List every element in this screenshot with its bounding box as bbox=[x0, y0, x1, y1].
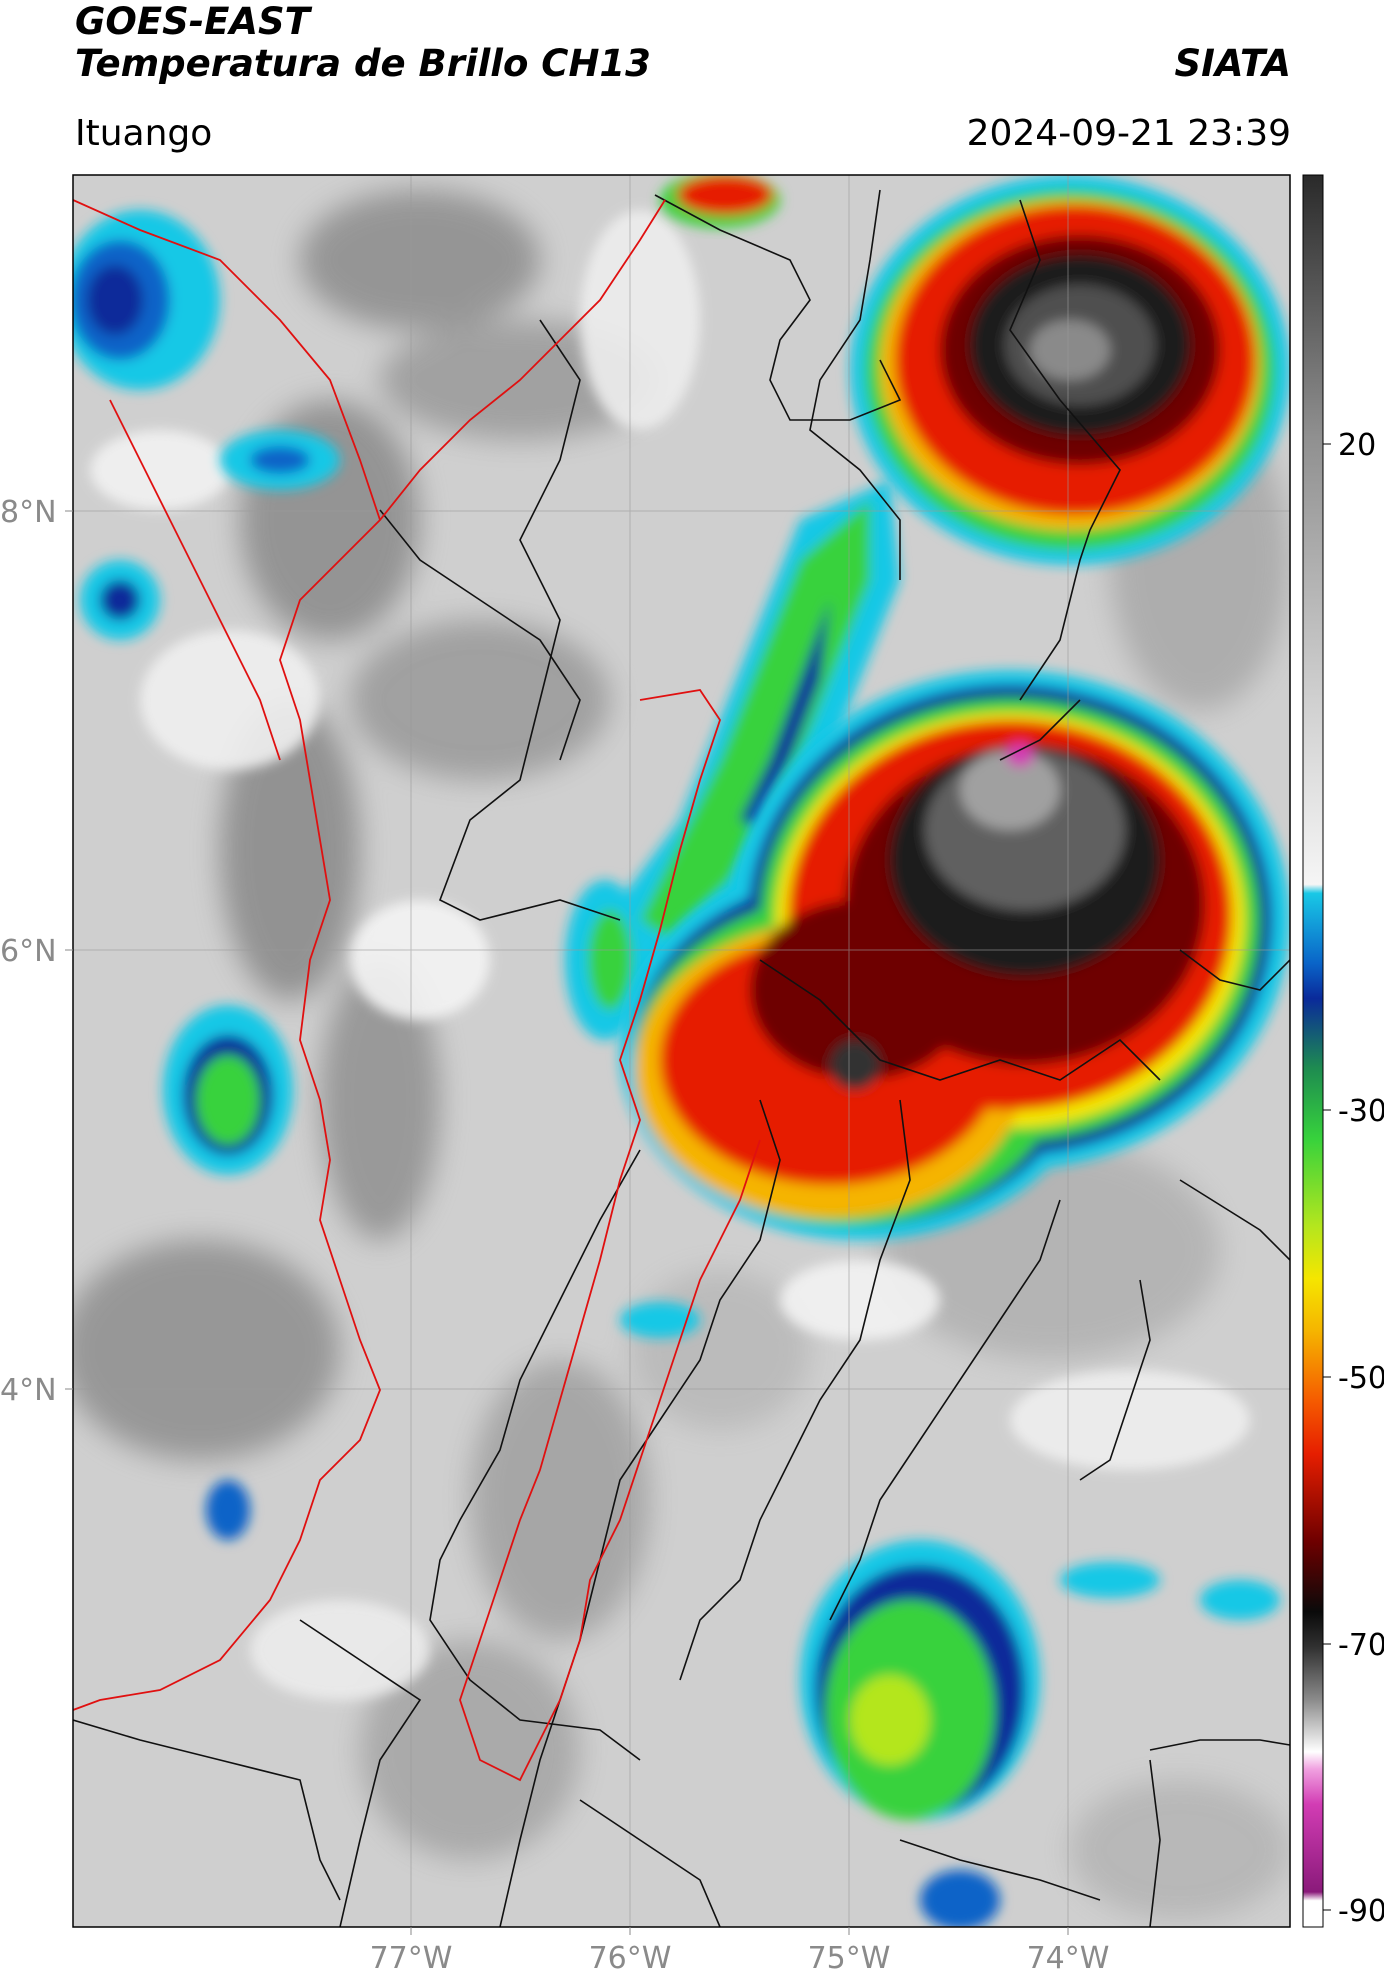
lon-tick-label: 77°W bbox=[370, 1941, 453, 1976]
longitude-axis: 77°W 76°W 75°W 74°W bbox=[370, 1927, 1110, 1976]
colorbar-tick-label: -30 bbox=[1338, 1094, 1384, 1129]
graticule bbox=[73, 175, 1290, 1927]
latitude-axis: 8°N 6°N 4°N bbox=[0, 495, 73, 1408]
lat-tick-label: 6°N bbox=[0, 934, 57, 969]
colorbar-tick-label: -70 bbox=[1338, 1628, 1384, 1663]
coastline-and-region-border bbox=[73, 199, 761, 1782]
title-product: Temperatura de Brillo CH13 bbox=[75, 42, 651, 85]
colorbar-tick-label: -90 bbox=[1338, 1894, 1384, 1929]
map-area bbox=[73, 175, 1290, 1927]
colorbar-gradient bbox=[1302, 174, 1324, 1928]
colorbar: 20 -30 -50 -70 -90 bbox=[1302, 174, 1384, 1929]
map-frame bbox=[72, 174, 1291, 1928]
lat-tick-label: 8°N bbox=[0, 495, 57, 530]
title-satellite: GOES-EAST bbox=[75, 0, 310, 43]
lat-tick-label: 4°N bbox=[0, 1373, 57, 1408]
colorbar-tick-label: 20 bbox=[1338, 428, 1376, 463]
lon-tick-label: 75°W bbox=[808, 1941, 891, 1976]
colorbar-tick-label: -50 bbox=[1338, 1361, 1384, 1396]
lon-tick-label: 76°W bbox=[589, 1941, 672, 1976]
brand-label: SIATA bbox=[1174, 42, 1291, 85]
datetime-label: 2024-09-21 23:39 bbox=[966, 113, 1291, 154]
department-boundaries bbox=[73, 189, 1290, 1927]
location-label: Ituango bbox=[75, 113, 213, 154]
lon-tick-label: 74°W bbox=[1027, 1941, 1110, 1976]
